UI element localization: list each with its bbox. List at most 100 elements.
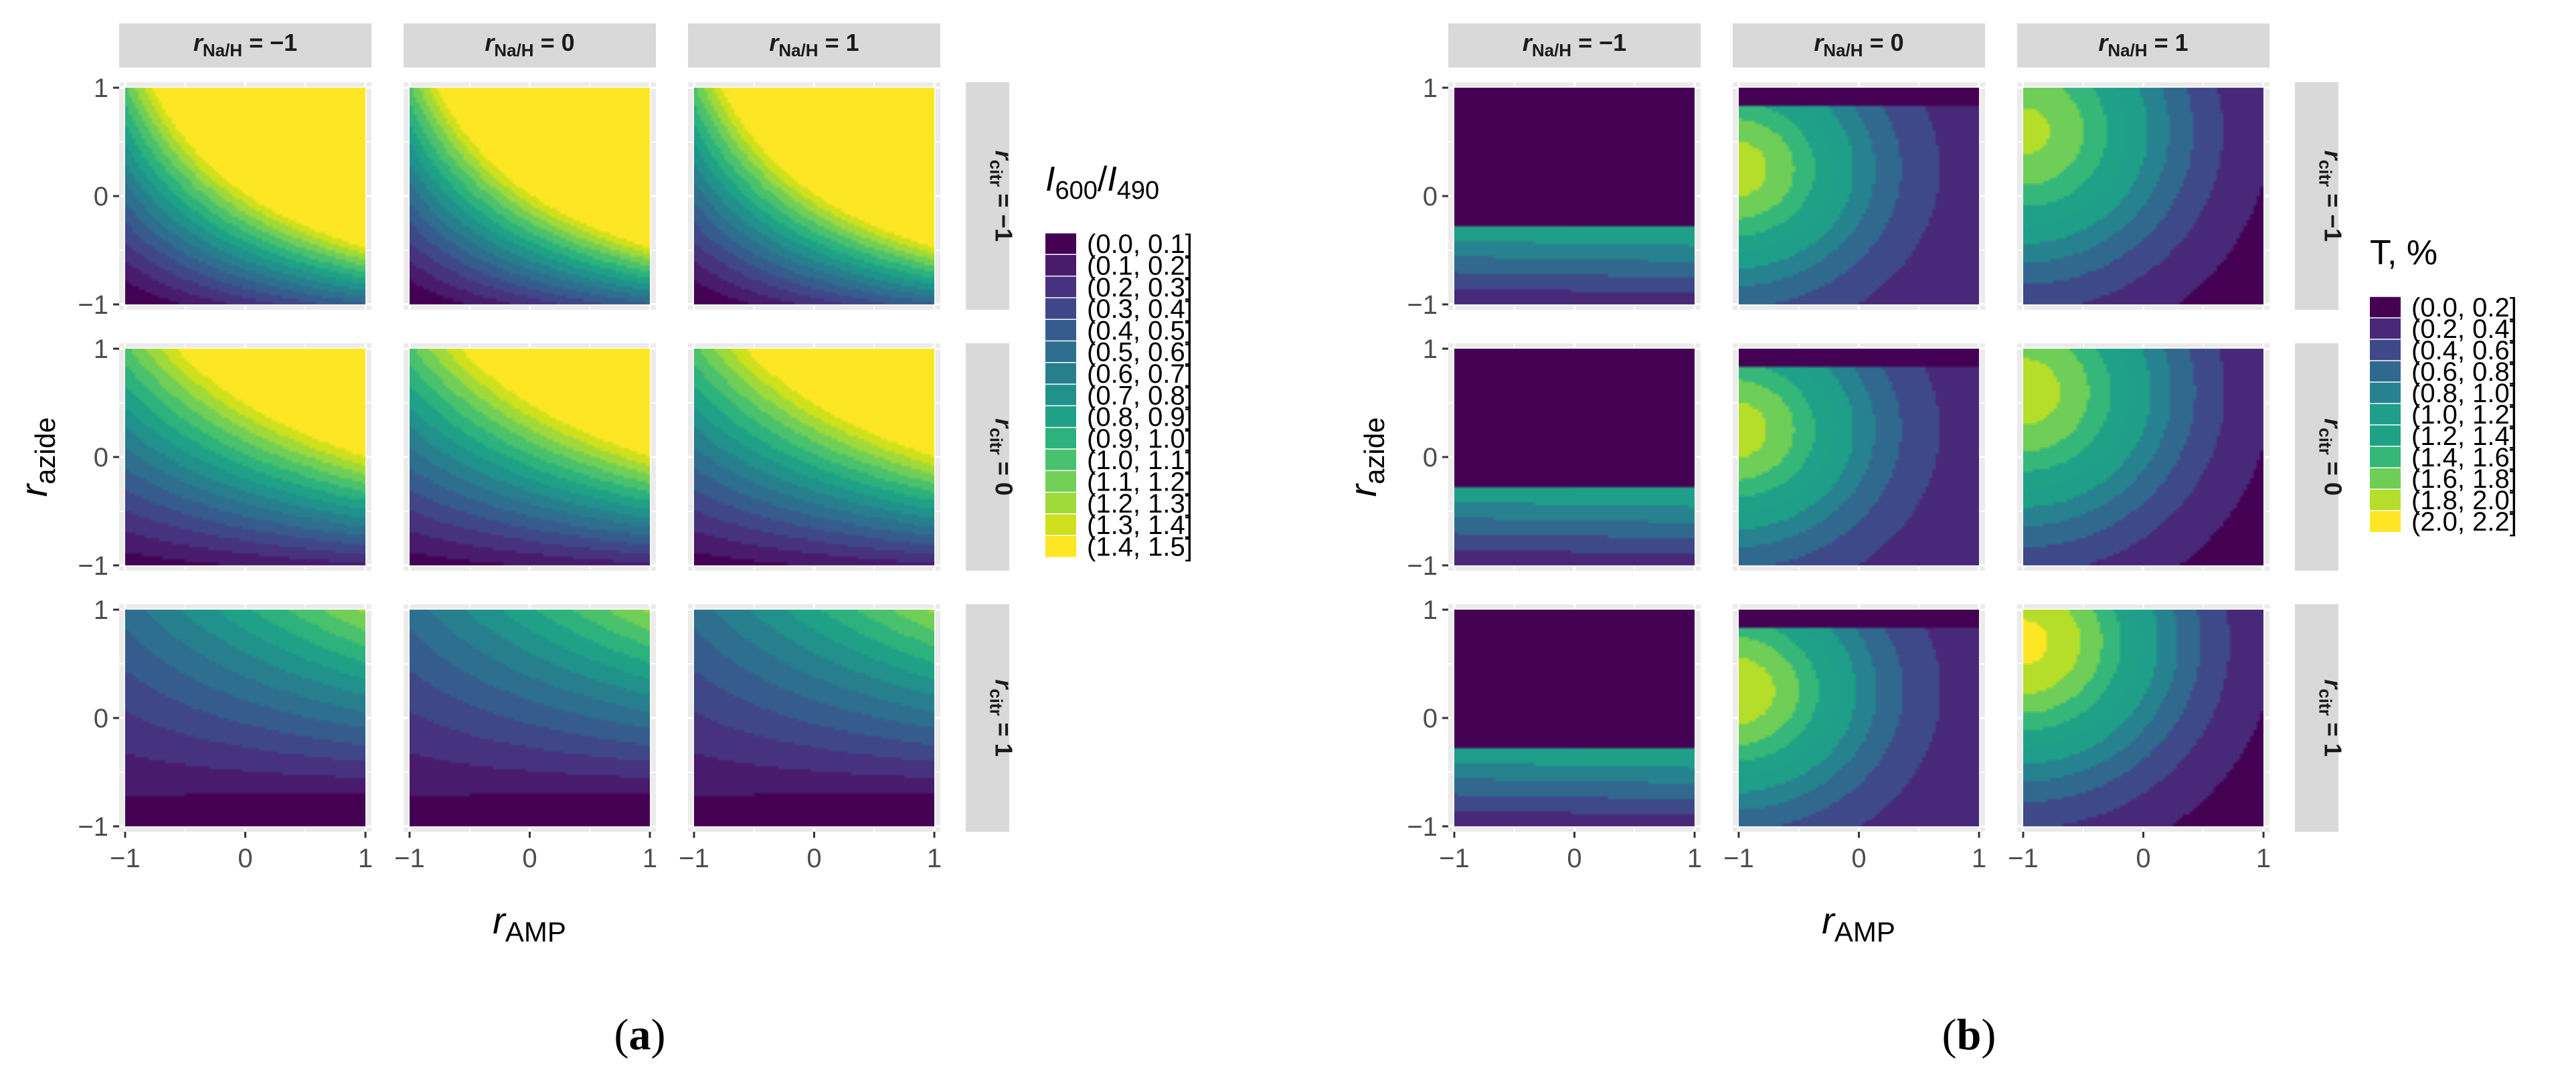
y-tick-label: 1	[94, 596, 108, 625]
panel	[119, 604, 371, 832]
row-strip-label: rcitr = 0	[986, 418, 1018, 496]
y-tick-label: 1	[94, 335, 108, 364]
panel	[2017, 604, 2269, 832]
row-strip	[966, 82, 1009, 310]
panel	[2017, 82, 2269, 310]
column-strip	[1448, 23, 1701, 68]
legend-swatch	[1045, 362, 1076, 385]
contour-fill	[1454, 610, 1695, 826]
contour-fill	[2023, 349, 2264, 565]
panel	[1733, 82, 1985, 310]
y-axis-title: razide	[1342, 417, 1390, 497]
subfigure-label: (a)	[614, 1010, 666, 1059]
y-tick-label: 1	[1423, 74, 1438, 103]
legend-label: (0.5, 0.6]	[1087, 338, 1193, 367]
x-tick-label: −1	[1439, 844, 1470, 873]
x-tick-label: 0	[522, 844, 537, 873]
y-tick-label: 0	[94, 443, 108, 472]
legend-swatch	[2370, 446, 2401, 468]
contour-fill	[1454, 349, 1695, 565]
legend-swatch	[2370, 468, 2401, 489]
y-tick-label: 1	[94, 74, 108, 103]
legend-title: T, %	[2370, 234, 2437, 272]
row-strip-label: rcitr = −1	[986, 151, 1018, 242]
column-strip	[688, 23, 940, 68]
panel	[1448, 82, 1701, 310]
legend-label: (1.2, 1.4]	[2411, 422, 2517, 451]
row-strip	[2295, 343, 2338, 571]
legend-swatch	[2370, 318, 2401, 339]
panel	[119, 82, 371, 310]
legend-swatch	[2370, 361, 2401, 382]
x-tick-label: −1	[2008, 844, 2039, 873]
legend-label: (1.6, 1.8]	[2411, 464, 2517, 494]
row-strip-label: rcitr = 0	[2316, 418, 2347, 496]
x-tick-label: 1	[1972, 844, 1986, 873]
panel	[2017, 343, 2269, 571]
y-tick-label: −1	[78, 290, 108, 320]
y-tick-label: 1	[1423, 335, 1438, 364]
legend-label: (1.0, 1.1]	[1087, 446, 1193, 475]
y-tick-label: −1	[78, 551, 108, 581]
x-tick-label: 1	[358, 844, 373, 873]
x-axis-title: rAMP	[493, 899, 566, 948]
legend-swatch	[1045, 297, 1076, 320]
legend-swatch	[1045, 449, 1076, 471]
legend-label: (0.2, 0.3]	[1087, 273, 1193, 302]
x-tick-label: 1	[1687, 844, 1702, 873]
panel	[404, 604, 656, 832]
y-axis-title: razide	[13, 417, 61, 497]
y-tick-label: −1	[1407, 290, 1438, 320]
row-strip-label: rcitr = 1	[986, 679, 1018, 757]
legend-label: (1.4, 1.5]	[1087, 532, 1193, 561]
legend-label: (0.9, 1.0]	[1087, 424, 1193, 454]
legend-label: (0.6, 0.7]	[1087, 359, 1193, 389]
legend-label: (0.6, 0.8]	[2411, 357, 2517, 387]
y-tick-label: −1	[1407, 812, 1438, 842]
contour-fill	[2023, 610, 2264, 826]
x-tick-label: −1	[394, 844, 425, 873]
x-tick-label: −1	[1723, 844, 1754, 873]
row-strip	[2295, 604, 2338, 832]
row-strip	[966, 343, 1009, 571]
x-tick-label: 0	[2136, 844, 2150, 873]
x-tick-label: 0	[1851, 844, 1866, 873]
legend-label: (1.3, 1.4]	[1087, 511, 1193, 540]
legend-title: I600/I490	[1045, 160, 1159, 205]
legend-label: (1.8, 2.0]	[2411, 486, 2517, 515]
legend-swatch	[1045, 319, 1076, 341]
legend-swatch	[2370, 403, 2401, 425]
column-strip	[1733, 23, 1985, 68]
legend-swatch	[2370, 339, 2401, 361]
row-strip-label: rcitr = −1	[2316, 151, 2347, 242]
contour-fill	[409, 610, 651, 826]
y-tick-label: 0	[1423, 704, 1438, 733]
legend-swatch	[2370, 425, 2401, 446]
panel	[688, 343, 940, 571]
column-strip-label: rNa/H = −1	[1523, 29, 1626, 60]
contour-fill	[2023, 88, 2264, 304]
contour-fill	[409, 88, 651, 304]
column-strip	[2017, 23, 2269, 68]
legend-label: (0.0, 0.1]	[1087, 230, 1193, 259]
y-tick-label: −1	[1407, 551, 1438, 581]
legend-label: (0.7, 0.8]	[1087, 381, 1193, 410]
x-tick-label: −1	[679, 844, 709, 873]
contour-fill	[693, 610, 935, 826]
legend-label: (1.2, 1.3]	[1087, 489, 1193, 519]
contour-fill	[124, 610, 366, 826]
x-axis-title: rAMP	[1822, 899, 1895, 948]
legend-label: (1.0, 1.2]	[2411, 400, 2517, 430]
panel	[1733, 343, 1985, 571]
legend-swatch	[1045, 406, 1076, 428]
x-tick-label: 1	[642, 844, 657, 873]
panel	[688, 82, 940, 310]
legend-swatch	[1045, 513, 1076, 536]
contour-fill	[693, 88, 935, 304]
y-tick-label: −1	[78, 812, 108, 842]
subfigure-label: (b)	[1942, 1010, 1996, 1059]
panel	[1733, 604, 1985, 832]
panel	[404, 82, 656, 310]
x-tick-label: 0	[806, 844, 821, 873]
